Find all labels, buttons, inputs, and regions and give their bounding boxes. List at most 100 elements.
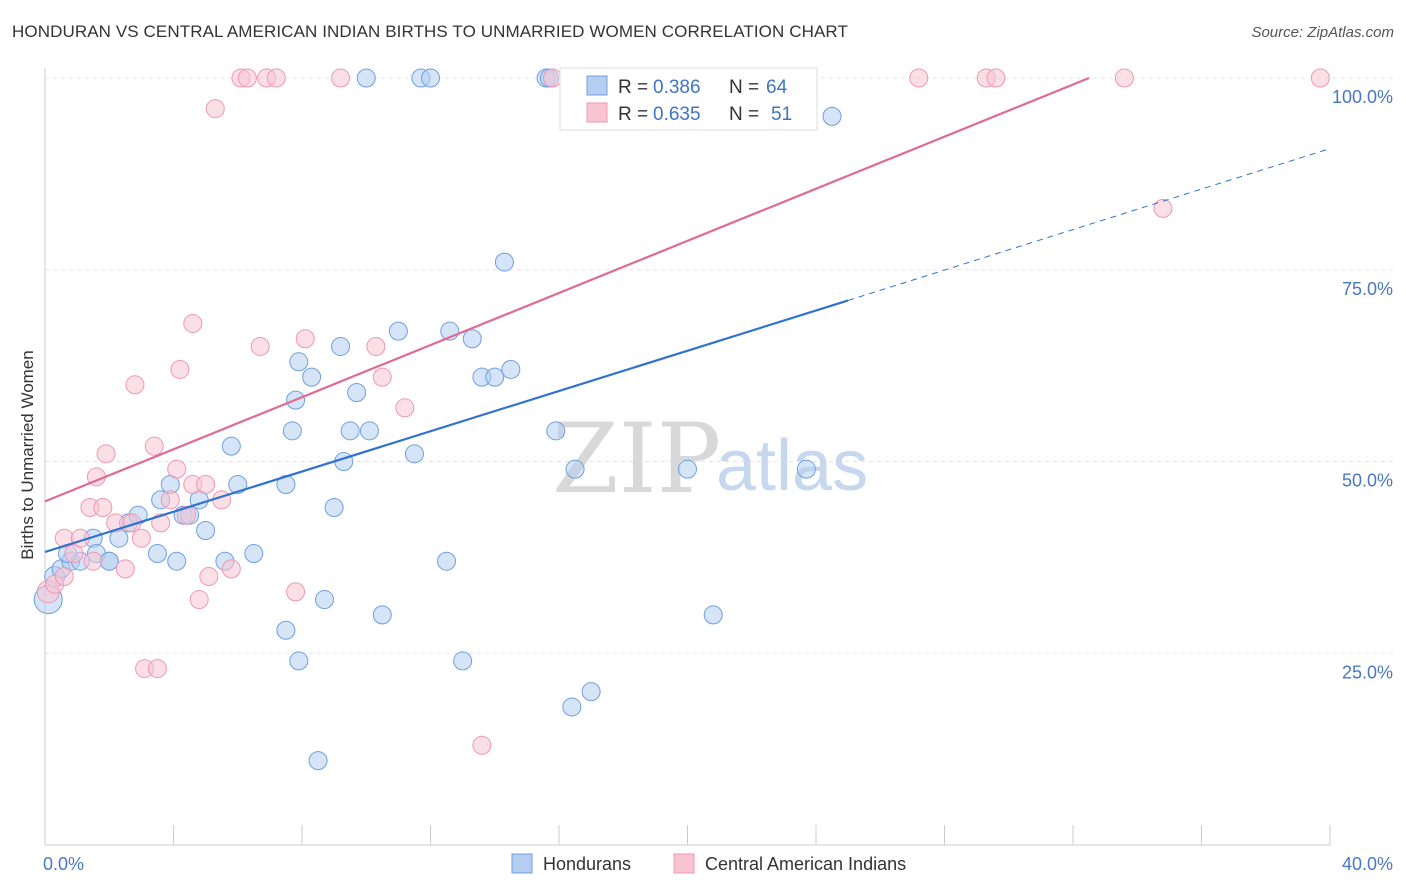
point-hondurans-47 [501, 359, 521, 379]
trend-lines [44, 76, 1331, 554]
point-cai-45 [909, 68, 929, 88]
point-hondurans-28 [276, 620, 296, 640]
x-tick-label-min: 0.0% [43, 854, 84, 874]
series-legend-label-cai: Central American Indians [705, 854, 906, 874]
point-hondurans-32 [324, 498, 344, 518]
point-cai-38 [295, 329, 315, 349]
point-cai-7 [83, 551, 103, 571]
point-cai-37 [286, 582, 306, 602]
legend-n-value-cai: 51 [771, 104, 792, 125]
y-tick-labels: 25.0% 50.0% 75.0% 100.0% [1332, 87, 1393, 682]
point-cai-41 [372, 367, 392, 387]
series-legend-swatch-cai [673, 853, 695, 874]
point-hondurans-56 [356, 68, 376, 88]
point-cai-47 [986, 68, 1006, 88]
trend-line-hondurans [44, 299, 849, 554]
point-cai-10 [96, 444, 116, 464]
chart-title: HONDURAN VS CENTRAL AMERICAN INDIAN BIRT… [12, 22, 848, 41]
point-hondurans-21 [244, 544, 264, 564]
point-hondurans-26 [302, 367, 322, 387]
legend-r-value-hondurans: 0.386 [653, 77, 701, 98]
point-cai-18 [147, 659, 167, 679]
point-hondurans-54 [796, 459, 816, 479]
point-cai-33 [237, 68, 257, 88]
point-cai-9 [93, 498, 113, 518]
point-hondurans-38 [388, 321, 408, 341]
point-hondurans-18 [221, 436, 241, 456]
point-cai-23 [176, 505, 196, 525]
point-hondurans-46 [494, 252, 514, 272]
point-hondurans-31 [314, 590, 334, 610]
point-cai-26 [189, 590, 209, 610]
point-cai-29 [205, 99, 225, 119]
point-hondurans-37 [372, 605, 392, 625]
watermark-zip: ZIP [552, 403, 721, 515]
gridlines [45, 77, 1395, 654]
x-tick-label-max: 40.0% [1342, 854, 1393, 874]
point-cai-48 [1114, 68, 1134, 88]
point-hondurans-34 [340, 421, 360, 441]
legend-r-label-hondurans: R = [618, 77, 648, 98]
axes [44, 68, 1331, 846]
point-cai-39 [331, 68, 351, 88]
y-tick-label-75: 75.0% [1342, 279, 1393, 299]
point-hondurans-48 [546, 421, 566, 441]
legend-n-label-cai: N = [729, 104, 759, 125]
point-hondurans-62 [167, 551, 187, 571]
source-label: Source: ZipAtlas.com [1251, 24, 1394, 41]
point-hondurans-61 [99, 551, 119, 571]
y-tick-label-25: 25.0% [1342, 662, 1393, 682]
point-cai-40 [366, 336, 386, 356]
data-points [33, 68, 1330, 771]
point-cai-43 [472, 735, 492, 755]
point-hondurans-43 [462, 329, 482, 349]
point-cai-22 [170, 359, 190, 379]
point-cai-42 [395, 398, 415, 418]
point-cai-25 [183, 313, 203, 333]
trend-line-cai [44, 76, 1090, 503]
point-hondurans-45 [485, 367, 505, 387]
point-hondurans-25 [289, 352, 309, 372]
legend-r-value-cai: 0.635 [653, 104, 701, 125]
point-hondurans-33 [331, 336, 351, 356]
legend-swatch-central-american-indians [586, 102, 608, 123]
point-cai-34 [250, 336, 270, 356]
point-hondurans-24 [282, 421, 302, 441]
stats-legend: R = 0.386 N = 64 R = 0.635 N = 51 [559, 67, 818, 131]
point-hondurans-52 [678, 459, 697, 479]
point-hondurans-50 [562, 697, 582, 717]
watermark-atlas: atlas [716, 426, 868, 506]
point-hondurans-29 [289, 651, 309, 671]
point-hondurans-55 [822, 106, 842, 126]
point-hondurans-35 [347, 382, 367, 402]
legend-n-label-hondurans: N = [729, 77, 759, 98]
y-tick-label-50: 50.0% [1342, 471, 1393, 491]
point-cai-15 [131, 528, 151, 548]
y-tick-label-100: 100.0% [1332, 87, 1393, 107]
point-cai-31 [221, 559, 241, 579]
point-cai-2 [54, 567, 74, 587]
point-cai-49 [1153, 198, 1173, 218]
point-cai-20 [160, 490, 180, 510]
point-hondurans-49 [565, 459, 585, 479]
point-cai-17 [144, 436, 164, 456]
trend-line-extension-hondurans [847, 148, 1331, 301]
point-hondurans-53 [703, 605, 723, 625]
series-1-points [36, 68, 1330, 755]
point-cai-36 [266, 68, 286, 88]
point-cai-28 [196, 475, 216, 495]
point-cai-14 [125, 375, 145, 395]
point-hondurans-36 [359, 421, 379, 441]
x-tick-labels: 0.0% 40.0% [43, 854, 1393, 874]
point-hondurans-39 [404, 444, 424, 464]
point-cai-12 [115, 559, 135, 579]
point-hondurans-11 [147, 544, 167, 564]
legend-n-value-hondurans: 64 [766, 77, 788, 98]
watermark: ZIP atlas [552, 403, 868, 515]
series-legend-swatch-hondurans [511, 853, 533, 874]
point-hondurans-40 [437, 551, 457, 571]
legend-swatch-hondurans [586, 75, 608, 96]
point-cai-44 [543, 68, 563, 88]
point-cai-19 [151, 513, 171, 533]
